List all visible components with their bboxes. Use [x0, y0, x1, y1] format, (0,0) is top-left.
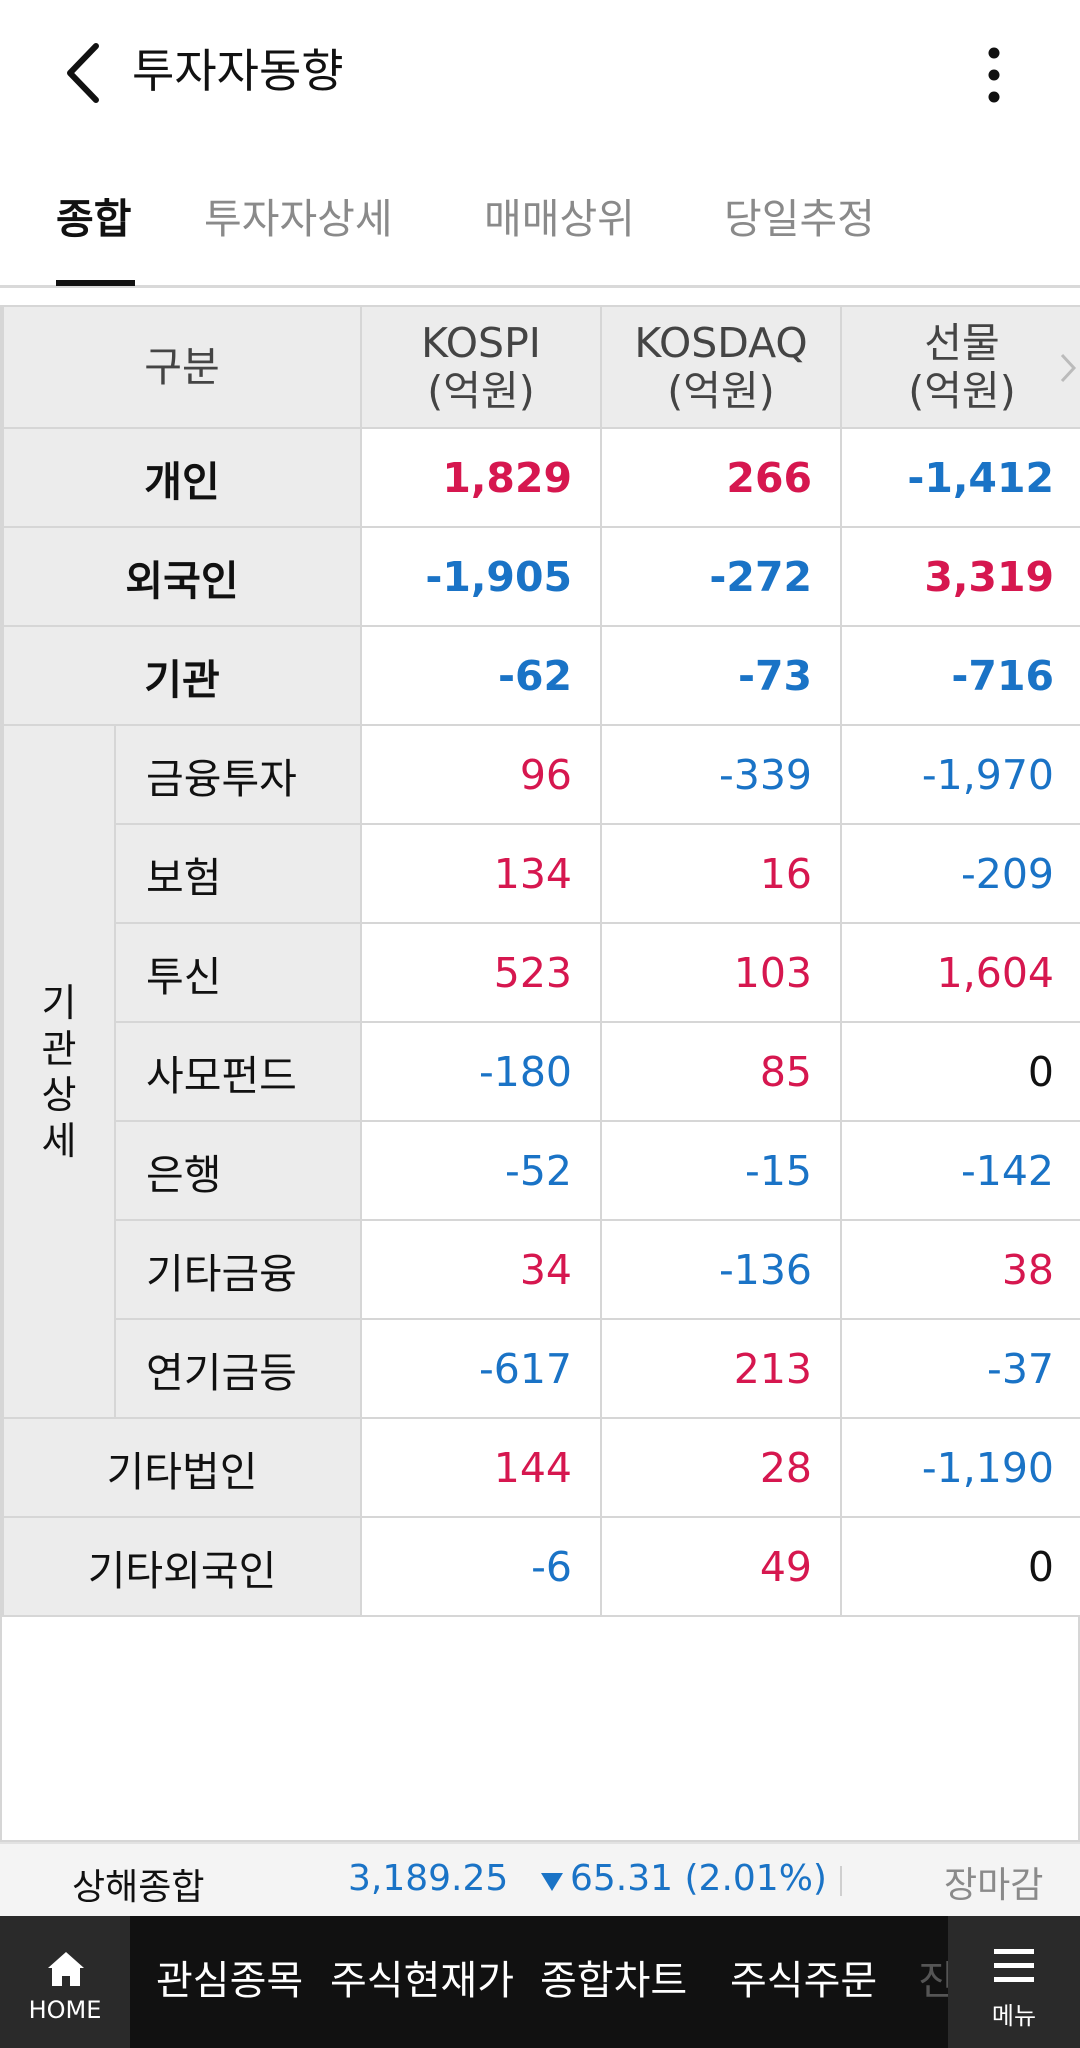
kebab-icon[interactable]	[972, 40, 1016, 110]
index-change: 65.31 (2.01%)	[570, 1858, 827, 1899]
row-label: 기타법인	[1, 1417, 363, 1518]
hamburger-icon	[994, 1949, 1034, 1982]
header-category: 구분	[1, 305, 363, 429]
index-ticker-bar[interactable]: 상해종합 3,189.25 65.31 (2.01%) 장마감	[0, 1842, 1080, 1916]
row-label: 사모펀드	[113, 1021, 363, 1122]
tab-investor-detail[interactable]: 투자자상세	[204, 195, 393, 243]
cell-kosdaq: -339	[600, 724, 843, 825]
nav-order[interactable]: 주식주문	[730, 1958, 878, 2004]
cell-futures: 3,319	[840, 526, 1080, 627]
page-title: 투자자동향	[132, 44, 344, 98]
market-status: 장마감	[944, 1865, 1044, 1906]
table-row: 연기금등 -617 213 -37	[3, 1318, 1080, 1419]
chevron-right-icon[interactable]	[1058, 351, 1078, 385]
cell-futures: -142	[840, 1120, 1080, 1221]
row-label: 개인	[1, 427, 363, 528]
nav-chart[interactable]: 종합차트	[540, 1958, 688, 2004]
table-row: 기 관 상 세 금융투자 96 -339 -1,970	[2, 724, 1080, 1419]
cell-kosdaq: -272	[600, 526, 843, 627]
table-row: 사모펀드 -180 85 0	[3, 1021, 1080, 1122]
cell-kosdaq: 85	[600, 1021, 843, 1122]
table-row: 은행 -52 -15 -142	[3, 1120, 1080, 1221]
app-header: 투자자동향	[0, 0, 1080, 145]
tab-bar: 종합 투자자상세 매매상위 당일추정	[0, 180, 1080, 288]
header-kospi: KOSPI (억원)	[360, 305, 603, 429]
index-name: 상해종합	[72, 1867, 205, 1908]
header-kosdaq: KOSDAQ (억원)	[600, 305, 843, 429]
table-row: 기타법인 144 28 -1,190	[1, 1417, 1080, 1518]
row-label: 기타외국인	[1, 1516, 363, 1617]
tab-trade-top[interactable]: 매매상위	[484, 195, 635, 243]
table-header-row: 구분 KOSPI (억원) KOSDAQ (억원) 선물 (억원)	[1, 305, 1080, 429]
row-label: 금융투자	[113, 724, 363, 825]
cell-kospi: -52	[360, 1120, 603, 1221]
cell-kospi: -1,905	[360, 526, 603, 627]
nav-current-price[interactable]: 주식현재가	[330, 1958, 514, 2004]
header-futures: 선물 (억원)	[840, 305, 1080, 429]
index-value: 3,189.25	[348, 1858, 509, 1899]
cell-kospi: -180	[360, 1021, 603, 1122]
cell-kosdaq: 49	[600, 1516, 843, 1617]
cell-kosdaq: 103	[600, 922, 843, 1023]
cell-kosdaq: -15	[600, 1120, 843, 1221]
table-row: 투신 523 103 1,604	[3, 922, 1080, 1023]
cell-kospi: -617	[360, 1318, 603, 1419]
table-row: 기관 -62 -73 -716	[1, 625, 1080, 726]
row-label: 기타금융	[113, 1219, 363, 1320]
nav-watchlist[interactable]: 관심종목	[156, 1958, 304, 2004]
row-label: 외국인	[1, 526, 363, 627]
cell-kosdaq: 16	[600, 823, 843, 924]
row-label: 연기금등	[113, 1318, 363, 1419]
table-row: 보험 134 16 -209	[3, 823, 1080, 924]
cell-futures: -1,412	[840, 427, 1080, 528]
cell-kospi: 34	[360, 1219, 603, 1320]
cell-kospi: 1,829	[360, 427, 603, 528]
cell-futures: -1,970	[840, 724, 1080, 825]
row-label: 기관	[1, 625, 363, 726]
bottom-nav: HOME 관심종목 주식현재가 종합차트 주식주문 진 메뉴	[0, 1916, 1080, 2048]
down-triangle-icon	[541, 1873, 563, 1891]
cell-futures: 0	[840, 1516, 1080, 1617]
cell-kospi: -62	[360, 625, 603, 726]
table-row: 기타외국인 -6 49 0	[1, 1516, 1080, 1617]
cell-kospi: 134	[360, 823, 603, 924]
cell-kosdaq: -73	[600, 625, 843, 726]
tab-summary[interactable]: 종합	[56, 195, 132, 243]
investor-table-container[interactable]: 구분 KOSPI (억원) KOSDAQ (억원) 선물 (억원)	[0, 305, 1080, 1842]
row-label: 보험	[113, 823, 363, 924]
table-row: 개인 1,829 266 -1,412	[1, 427, 1080, 528]
home-label: HOME	[28, 1996, 102, 2024]
table-row: 기타금융 34 -136 38	[3, 1219, 1080, 1320]
home-icon	[48, 1952, 84, 1986]
cell-kospi: -6	[360, 1516, 603, 1617]
cell-kosdaq: 28	[600, 1417, 843, 1518]
cell-kospi: 144	[360, 1417, 603, 1518]
institution-detail-group-label: 기 관 상 세	[2, 724, 116, 1419]
divider	[840, 1866, 842, 1896]
cell-futures: 38	[840, 1219, 1080, 1320]
investor-table: 구분 KOSPI (억원) KOSDAQ (억원) 선물 (억원)	[1, 305, 1080, 1617]
home-button[interactable]: HOME	[0, 1916, 130, 2048]
active-tab-indicator	[56, 280, 135, 286]
menu-button[interactable]: 메뉴	[948, 1916, 1080, 2048]
table-row: 외국인 -1,905 -272 3,319	[1, 526, 1080, 627]
cell-futures: 0	[840, 1021, 1080, 1122]
row-label: 투신	[113, 922, 363, 1023]
row-label: 은행	[113, 1120, 363, 1221]
cell-futures: -209	[840, 823, 1080, 924]
cell-kosdaq: 266	[600, 427, 843, 528]
cell-kosdaq: 213	[600, 1318, 843, 1419]
cell-futures: -1,190	[840, 1417, 1080, 1518]
cell-futures: -37	[840, 1318, 1080, 1419]
cell-kospi: 523	[360, 922, 603, 1023]
cell-futures: -716	[840, 625, 1080, 726]
menu-label: 메뉴	[991, 2002, 1037, 2030]
cell-kosdaq: -136	[600, 1219, 843, 1320]
cell-kospi: 96	[360, 724, 603, 825]
tab-daily-estimate[interactable]: 당일추정	[724, 195, 875, 243]
cell-futures: 1,604	[840, 922, 1080, 1023]
chevron-left-icon[interactable]	[60, 38, 110, 108]
